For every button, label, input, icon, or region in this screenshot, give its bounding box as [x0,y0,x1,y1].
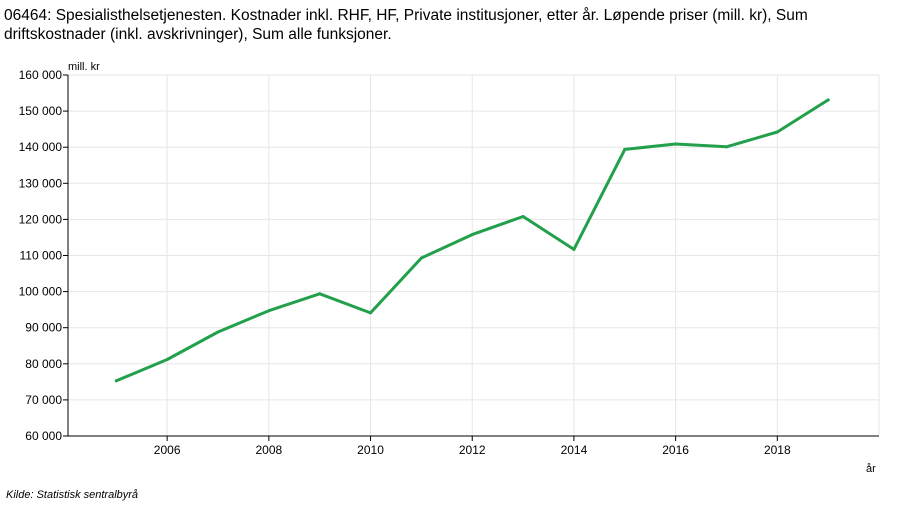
y-tick-label: 60 000 [25,429,62,443]
data-point [521,215,525,219]
data-point [369,311,373,315]
y-tick-label: 160 000 [19,68,63,82]
x-tick-label: 2010 [357,443,384,457]
y-axis: 60 000 70 000 80 000 90 000 100 000 110 000 12… [19,68,69,443]
data-point [267,309,271,313]
y-tick-label: 110 000 [20,249,63,263]
data-point [318,292,322,296]
chart-title: 06464: Spesialisthelsetjenesten. Kostnad… [4,7,808,43]
x-tick-label: 2008 [255,443,282,457]
data-point [114,379,118,383]
data-point [470,233,474,237]
x-tick-label: 2014 [561,443,588,457]
data-point [775,130,779,134]
x-axis: 2006 2008 2010 2012 2014 2016 2018 [68,435,879,457]
y-tick-label: 130 000 [19,176,63,190]
data-point [419,256,423,260]
data-point [216,330,220,334]
y-axis-label: mill. kr [68,61,100,73]
y-tick-label: 120 000 [19,212,63,226]
x-axis-label: år [866,463,876,475]
x-tick-label: 2012 [459,443,486,457]
data-point [674,142,678,146]
data-point [572,247,576,251]
series-layer [114,98,830,383]
data-point [623,147,627,151]
x-tick-label: 2006 [154,443,181,457]
grid-lines [68,74,880,436]
y-tick-label: 100 000 [19,285,63,299]
data-point [826,98,830,102]
y-tick-label: 140 000 [19,140,63,154]
data-point [724,145,728,149]
y-tick-label: 150 000 [19,104,63,118]
y-tick-label: 80 000 [25,357,62,371]
data-point [165,357,169,361]
x-tick-label: 2016 [662,443,689,457]
x-tick-label: 2018 [764,443,791,457]
y-tick-label: 70 000 [25,393,62,407]
source-note: Kilde: Statistisk sentralbyrå [6,489,139,501]
y-tick-label: 90 000 [25,321,62,335]
